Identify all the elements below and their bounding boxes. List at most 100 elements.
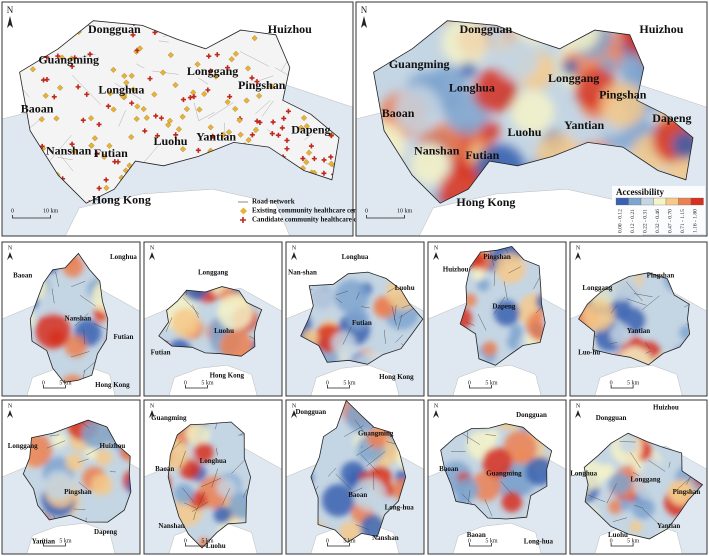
region-label: Nanshan bbox=[65, 315, 92, 323]
scale-label: 0 bbox=[610, 380, 613, 386]
candidate-center bbox=[311, 156, 317, 162]
road bbox=[46, 440, 66, 449]
existing-center bbox=[143, 114, 150, 121]
region-label: Baoan bbox=[382, 106, 415, 120]
candidate-center bbox=[210, 133, 216, 139]
road bbox=[60, 155, 74, 172]
scale-label: 5 km bbox=[59, 538, 72, 544]
candidate-center bbox=[96, 185, 102, 191]
existing-center bbox=[110, 66, 117, 73]
road bbox=[86, 445, 103, 456]
scale-bar bbox=[327, 385, 350, 389]
heat-spot bbox=[619, 498, 632, 511]
map-panel: N Dongguan Huizhou Guangming Longgang Longhua… bbox=[355, 1, 708, 237]
scale-bar bbox=[469, 543, 492, 547]
panel-frame bbox=[143, 399, 283, 555]
panel-frame bbox=[427, 399, 567, 555]
heat-spot bbox=[482, 341, 498, 356]
existing-center bbox=[59, 54, 66, 61]
existing-center bbox=[179, 113, 186, 120]
region-label: Dapeng bbox=[291, 122, 330, 136]
candidate-center bbox=[112, 159, 118, 165]
road bbox=[384, 329, 386, 344]
region-label: Hong Kong bbox=[95, 381, 130, 389]
heat-spot bbox=[217, 294, 253, 331]
candidate-center bbox=[94, 151, 100, 157]
scale-bar bbox=[185, 543, 208, 547]
region-label: Baoan bbox=[155, 465, 174, 473]
region-label: Guangming bbox=[151, 414, 187, 422]
region-label: Luohu bbox=[608, 531, 628, 539]
candidate-center bbox=[308, 143, 314, 149]
region-label: Nan-shan bbox=[288, 268, 317, 276]
road bbox=[182, 487, 195, 503]
region-label: Longgang bbox=[198, 268, 228, 276]
scale-label: 5 km bbox=[627, 538, 640, 544]
region-label: Long-hua bbox=[524, 537, 554, 545]
existing-center bbox=[172, 82, 179, 89]
candidate-center bbox=[69, 63, 75, 69]
road bbox=[193, 102, 199, 122]
road bbox=[19, 71, 30, 98]
region-label: Longgang bbox=[8, 442, 38, 450]
road bbox=[74, 313, 89, 327]
existing-center bbox=[134, 103, 141, 110]
existing-center bbox=[244, 65, 252, 72]
region-label: Nanshan bbox=[414, 144, 460, 158]
boundary bbox=[373, 20, 694, 204]
legend-class: 0.47 - 0.70 bbox=[667, 209, 673, 233]
north-arrow bbox=[575, 410, 581, 418]
north-label: N bbox=[576, 245, 581, 251]
region-label: Luohu bbox=[153, 134, 187, 148]
heat-spot bbox=[65, 453, 84, 472]
north-label: N bbox=[292, 245, 297, 251]
road bbox=[140, 140, 163, 167]
north-arrow bbox=[149, 252, 155, 260]
road bbox=[355, 524, 369, 530]
road bbox=[172, 440, 182, 451]
existing-center bbox=[220, 131, 227, 138]
existing-center bbox=[224, 99, 231, 106]
road bbox=[361, 445, 363, 448]
road bbox=[184, 502, 197, 509]
heat-spot bbox=[410, 145, 450, 185]
scale-label: 5 km bbox=[485, 538, 498, 544]
legend-swatch bbox=[690, 197, 704, 206]
north-label: N bbox=[150, 403, 155, 409]
region-label: Guangming bbox=[358, 429, 394, 437]
heat-spot bbox=[618, 434, 638, 454]
scale-bar bbox=[327, 543, 350, 547]
road bbox=[349, 487, 363, 494]
road bbox=[645, 350, 651, 354]
road bbox=[221, 488, 230, 506]
candidate-center bbox=[75, 84, 81, 90]
existing-center bbox=[252, 126, 259, 133]
road bbox=[391, 305, 397, 326]
existing-center bbox=[207, 124, 214, 131]
panel-frame bbox=[285, 399, 425, 555]
candidate-center bbox=[285, 108, 291, 114]
road bbox=[77, 458, 89, 463]
region-label: Longgang bbox=[187, 64, 238, 78]
north-arrow bbox=[291, 410, 297, 418]
existing-center bbox=[232, 105, 239, 112]
region-label: Longhua bbox=[110, 253, 137, 261]
road bbox=[612, 517, 627, 522]
existing-center bbox=[228, 56, 235, 63]
heat-spot bbox=[216, 477, 238, 499]
boundary bbox=[583, 432, 704, 540]
candidate-center bbox=[130, 32, 136, 38]
north-arrow bbox=[433, 410, 439, 418]
road bbox=[632, 472, 640, 476]
heat-spot bbox=[85, 446, 98, 460]
road bbox=[460, 432, 480, 445]
road bbox=[365, 451, 386, 467]
road bbox=[158, 40, 169, 43]
boundary bbox=[310, 399, 407, 543]
candidate-center bbox=[147, 76, 153, 82]
road bbox=[261, 100, 274, 117]
panel-frame bbox=[143, 241, 283, 397]
heat-spot bbox=[582, 299, 615, 332]
road bbox=[626, 298, 647, 306]
